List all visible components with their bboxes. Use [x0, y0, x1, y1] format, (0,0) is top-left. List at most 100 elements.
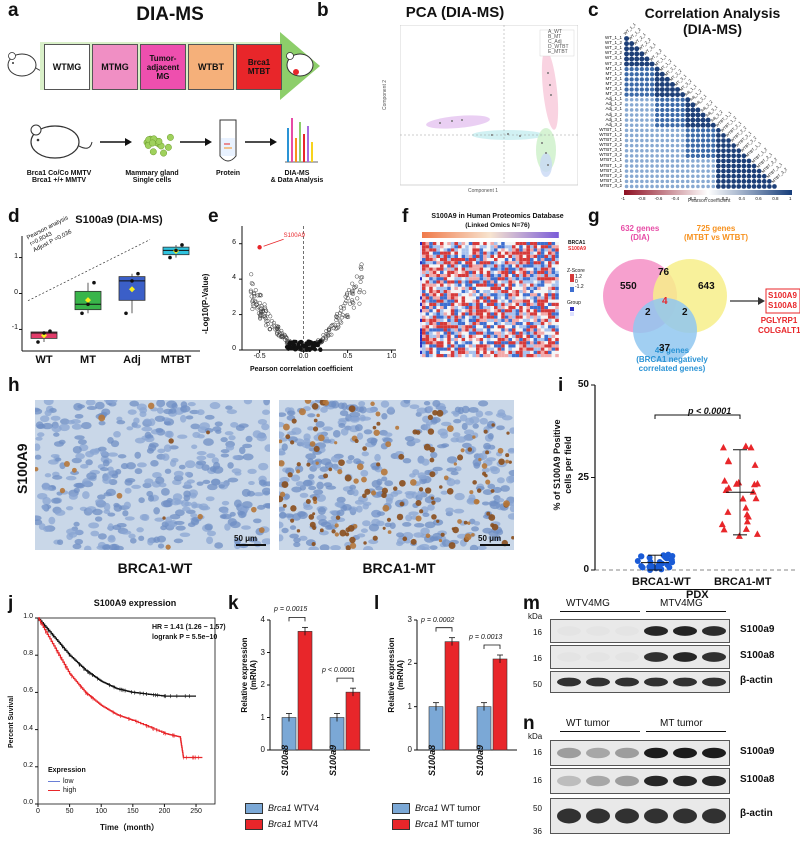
heatmap-cell: [497, 274, 502, 278]
heatmap-group-cell: [420, 280, 422, 284]
positive-cell: [165, 544, 171, 550]
corr-cell: [640, 133, 644, 138]
volcano-point: [321, 336, 326, 341]
nucleus: [125, 462, 136, 470]
corr-cell: [726, 173, 731, 179]
heatmap-cell: [522, 354, 527, 358]
positive-cell: [418, 487, 424, 492]
nucleus: [383, 432, 393, 437]
heatmap-cell: [447, 306, 451, 310]
corr-cell: [659, 92, 665, 98]
positive-cell: [387, 530, 392, 534]
corr-cell: [680, 148, 685, 153]
nucleus: [376, 511, 386, 516]
nucleus: [173, 470, 184, 477]
heatmap-cell: [494, 312, 498, 316]
heatmap-cell: [512, 341, 516, 345]
corr-row-label: MTBT_2_2: [599, 172, 622, 178]
heatmap-cell: [422, 338, 426, 342]
corr-cell: [696, 174, 700, 179]
heatmap-cell: [432, 334, 437, 338]
corr-cell: [680, 107, 685, 113]
heatmap-cell: [540, 274, 545, 278]
corr-cell: [640, 113, 644, 117]
blot-band: [615, 747, 639, 759]
heatmap-cell: [497, 286, 502, 290]
heatmap-cell: [508, 251, 512, 255]
corr-cell: [701, 159, 705, 163]
heatmap-cell: [450, 338, 455, 342]
y-tick-label: 1: [14, 252, 18, 260]
corr-cell: [650, 103, 654, 107]
corr-cell: [655, 154, 659, 158]
heatmap-cell: [537, 344, 541, 348]
heatmap-cell: [432, 331, 437, 335]
heatmap-cell: [537, 325, 541, 329]
corr-row-label: Adj_2_1: [605, 106, 622, 112]
heatmap-cell: [540, 280, 545, 284]
mouse-icon-large: [30, 124, 93, 159]
heatmap-cell: [526, 341, 530, 345]
nucleus: [258, 462, 269, 471]
heatmap-cell: [494, 322, 498, 326]
positive-cell: [395, 425, 400, 430]
nucleus: [358, 401, 366, 407]
volcano-point: [249, 272, 254, 277]
heatmap-cell: [450, 245, 455, 249]
nucleus: [285, 467, 295, 475]
nucleus: [113, 504, 123, 512]
heatmap-cell: [440, 242, 444, 246]
corr-cell: [650, 113, 654, 117]
heatmap-cell: [537, 322, 541, 326]
nucleus: [371, 480, 381, 488]
heatmap-cell: [540, 338, 545, 342]
positive-cell: [315, 461, 319, 465]
heatmap-cell: [540, 328, 545, 332]
heatmap-cell: [533, 344, 538, 348]
y-tick-label: 1: [407, 701, 412, 711]
heatmap-cell: [548, 277, 552, 281]
heatmap-cell: [504, 302, 509, 306]
heatmap-cell: [465, 242, 469, 246]
blot-band: [586, 775, 610, 787]
heatmap-cell: [555, 331, 559, 335]
positive-cell: [312, 426, 319, 432]
heatmap-cell: [501, 309, 505, 313]
heatmap-cell: [555, 312, 559, 316]
nucleus: [197, 434, 205, 439]
heatmap-cell: [555, 296, 559, 300]
corr-cell: [685, 97, 691, 103]
corr-cell: [670, 123, 675, 128]
heatmap-cell: [483, 312, 487, 316]
heatmap-cell: [425, 354, 430, 358]
blot-n-label-s100a8: S100a8: [740, 774, 775, 785]
heatmap-cell: [454, 315, 458, 319]
heatmap: [420, 232, 574, 358]
corr-cell: [761, 179, 767, 184]
positive-cell: [452, 526, 459, 534]
heatmap-cell: [454, 350, 458, 354]
nucleus: [346, 459, 353, 464]
heatmap-cell: [472, 315, 476, 319]
nucleus: [100, 467, 109, 472]
heatmap-group-cell: [420, 306, 422, 310]
venn-label-mtbt: 725 genes (MTBT vs WTBT): [684, 224, 748, 242]
nucleus: [481, 501, 490, 506]
nucleus: [261, 538, 270, 545]
heatmap-cell: [440, 347, 444, 351]
heatmap-cell: [548, 280, 552, 284]
positive-cell: [491, 423, 495, 427]
corr-cell: [634, 77, 639, 82]
heatmap-cell: [537, 267, 541, 271]
corr-cell: [639, 77, 644, 82]
heatmap-cell: [468, 338, 473, 342]
heatmap-cell: [522, 290, 527, 294]
positive-cell: [436, 409, 444, 417]
nucleus: [392, 489, 403, 495]
heatmap-cell: [501, 270, 505, 274]
pvalue-bracket: [483, 644, 501, 649]
blot-m-row-s100a8: [550, 645, 730, 669]
heatmap-cell: [540, 334, 545, 338]
volcano-point: [331, 326, 336, 331]
heatmap-cell: [490, 328, 494, 332]
